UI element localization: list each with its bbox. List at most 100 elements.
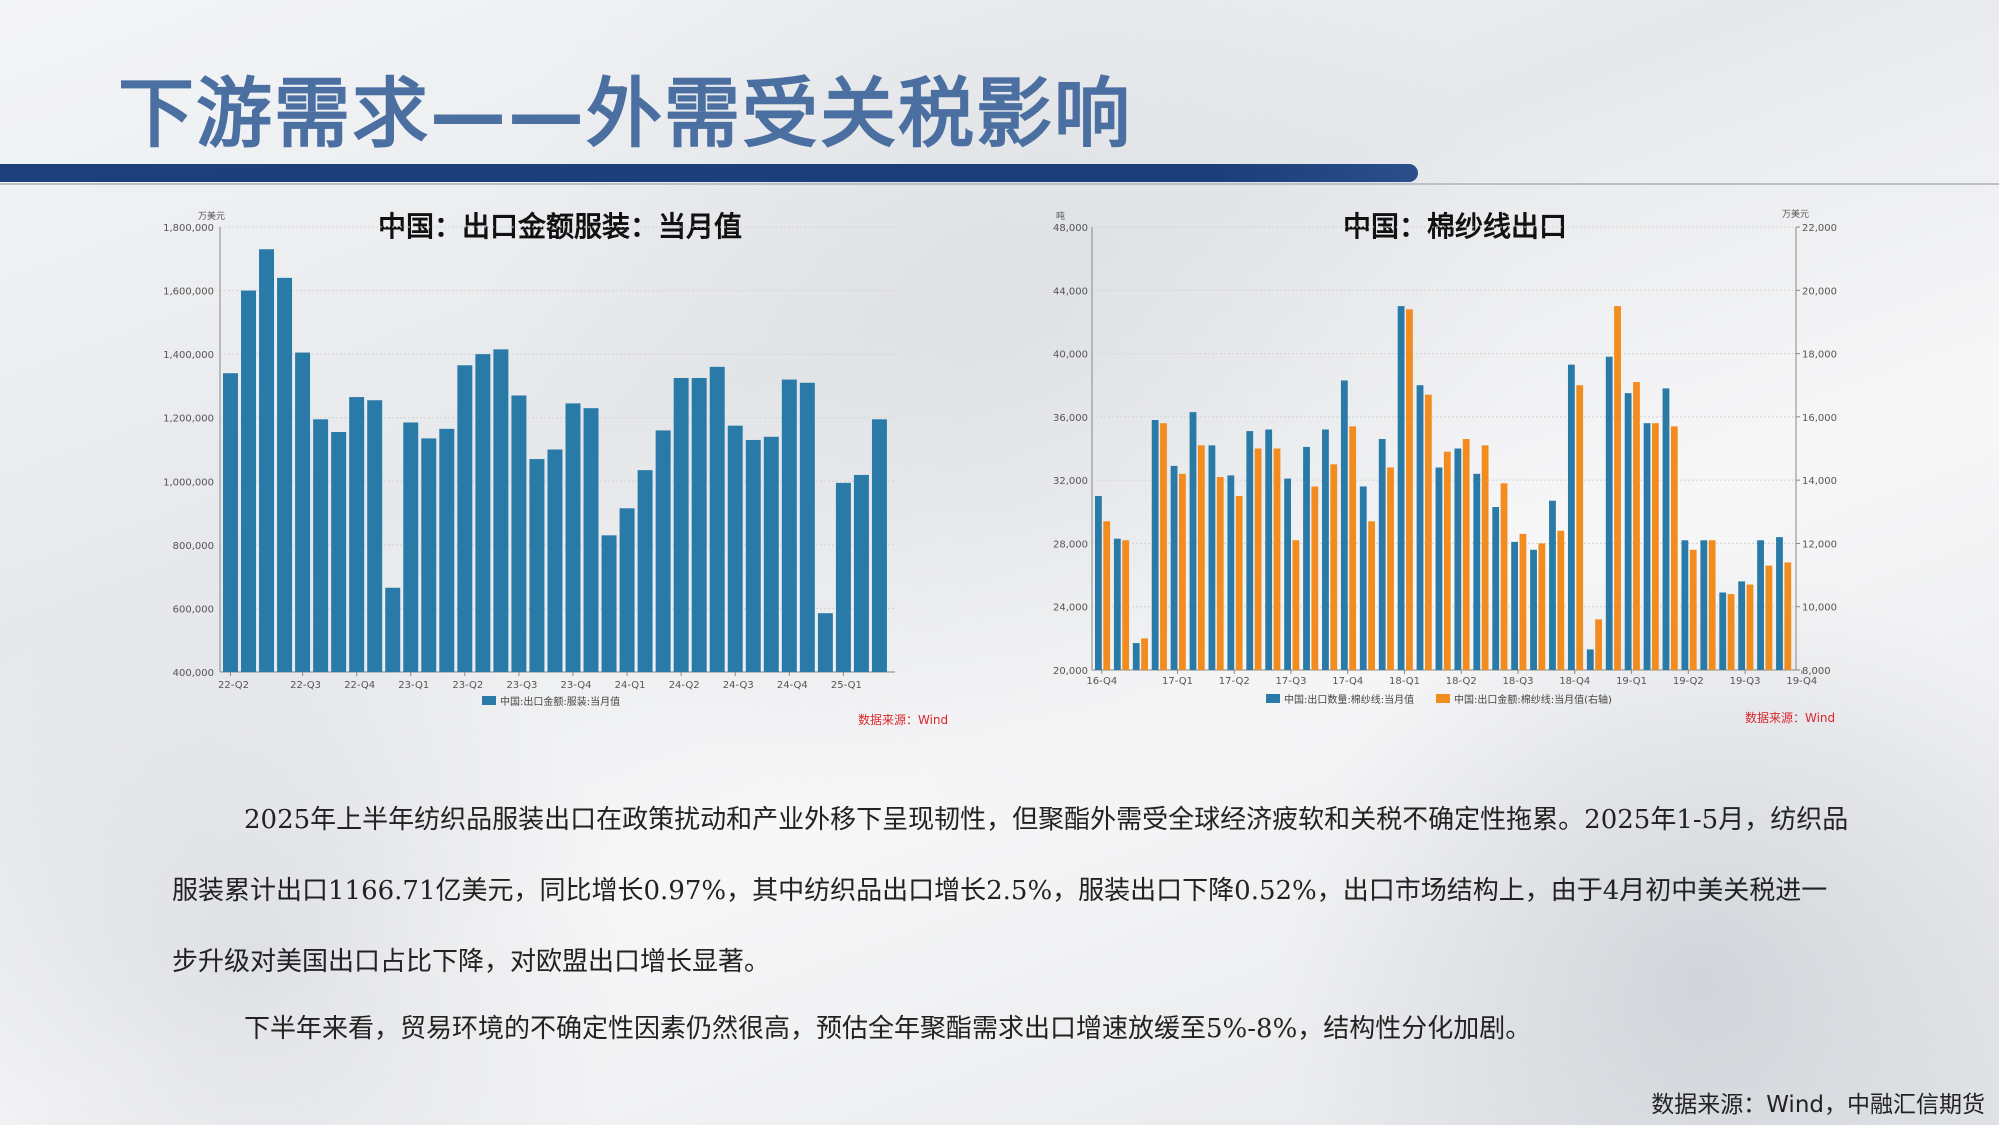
chart-cotton-yarn-exports: 中国：棉纱线出口 48,000 44,000 40,000 36,000 32,000 2… <box>1040 205 1870 735</box>
bar-series-2 <box>1746 584 1754 670</box>
y2-tick-label: 20,000 <box>1802 286 1837 297</box>
bar-series-1 <box>1284 478 1291 670</box>
x-tick-label: 18-Q1 <box>1389 676 1420 687</box>
bar-series-2 <box>1784 562 1792 670</box>
bar-series-1 <box>1454 448 1462 670</box>
bar-series-2 <box>1670 426 1678 670</box>
x-tick-label: 17-Q4 <box>1332 676 1363 687</box>
y2-tick-label: 8,000 <box>1802 666 1831 677</box>
y-tick-label: 1,200,000 <box>163 414 214 425</box>
x-tick-label: 22-Q3 <box>290 680 321 691</box>
y2-tick-label: 14,000 <box>1802 476 1837 487</box>
x-tick-label: 25-Q1 <box>831 680 862 691</box>
x-tick-label: 24-Q2 <box>669 680 700 691</box>
legend-swatch <box>482 696 496 705</box>
bar-series-2 <box>1160 423 1167 670</box>
bar-series-2 <box>1197 445 1205 670</box>
y-tick-label: 20,000 <box>1053 666 1088 677</box>
bar <box>475 354 491 672</box>
x-tick-label: 23-Q1 <box>398 680 429 691</box>
bar <box>601 535 617 672</box>
y2-tick-label: 10,000 <box>1802 603 1837 614</box>
bar-series-1 <box>1719 592 1727 670</box>
bar <box>637 470 653 672</box>
bar <box>295 352 311 672</box>
bar <box>691 377 707 672</box>
x-tick-label: 24-Q4 <box>777 680 808 691</box>
chart-cotton-yarn-exports-svg: 48,000 44,000 40,000 36,000 32,000 28,000 24,0… <box>1053 208 1837 706</box>
bar-series-2 <box>1273 448 1281 670</box>
bar <box>565 403 581 672</box>
bar-series-2 <box>1330 464 1338 670</box>
x-tick-label: 19-Q4 <box>1786 676 1817 687</box>
bar-series-2 <box>1689 549 1697 670</box>
bar <box>781 379 797 672</box>
y2-tick-label: 22,000 <box>1802 223 1837 234</box>
bar-series-1 <box>1113 538 1121 670</box>
bar-series-2 <box>1368 521 1375 670</box>
bar <box>763 436 779 672</box>
bar-series-1 <box>1359 486 1367 670</box>
bar-series-2 <box>1538 543 1546 670</box>
bar <box>853 474 869 672</box>
chart-apparel-exports: 中国：出口金额服装：当月值 1,800,000 1,600,000 1,400,00… <box>150 205 970 735</box>
bar-series-2 <box>1519 533 1527 670</box>
bar-series-2 <box>1141 638 1148 670</box>
bar-series-2 <box>1443 451 1451 670</box>
x-tick-label: 19-Q2 <box>1673 676 1704 687</box>
bar <box>547 449 563 672</box>
bar <box>835 482 851 672</box>
bar-series-1 <box>1757 540 1764 670</box>
x-tick-label: 18-Q4 <box>1559 676 1590 687</box>
chart-source: 数据来源：Wind <box>1745 711 1836 725</box>
paragraph-1: 2025年上半年纺织品服装出口在政策扰动和产业外移下呈现韧性，但聚酯外需受全球经… <box>172 805 1849 977</box>
y-axis-unit-label: 吨 <box>1056 210 1065 222</box>
x-tick-label: 17-Q2 <box>1219 676 1250 687</box>
title-divider <box>0 183 1999 185</box>
legend-label: 中国:出口金额:服装:当月值 <box>500 695 620 708</box>
bar-series-2 <box>1708 540 1716 670</box>
bar <box>871 419 887 672</box>
bar-series-1 <box>1151 420 1159 670</box>
bar-series-2 <box>1614 306 1621 670</box>
x-tick-label: 17-Q1 <box>1162 676 1193 687</box>
bar-series-1 <box>1605 356 1613 670</box>
bar-series-2 <box>1462 439 1470 670</box>
bar-series-2 <box>1406 309 1413 670</box>
bar <box>457 365 473 672</box>
y-tick-label: 48,000 <box>1053 223 1088 234</box>
bar-series-2 <box>1727 594 1735 670</box>
bar-series-1 <box>1246 431 1254 670</box>
bar-series-1 <box>1397 306 1405 670</box>
x-tick-label: 23-Q3 <box>506 680 537 691</box>
bar-series-2 <box>1254 448 1262 670</box>
bar-series-1 <box>1738 581 1746 670</box>
bar <box>277 277 293 672</box>
bar-series-2 <box>1349 426 1357 670</box>
bar-series-1 <box>1265 429 1273 670</box>
bar-series-2 <box>1103 521 1111 670</box>
chart-source: 数据来源：Wind <box>858 713 949 727</box>
bar-series-2 <box>1235 495 1243 670</box>
bar-series-1 <box>1567 364 1575 670</box>
bar-series-1 <box>1322 429 1329 670</box>
bar-series-1 <box>1473 473 1481 670</box>
x-tick-label: 23-Q2 <box>452 680 483 691</box>
bar-series-2 <box>1765 565 1773 670</box>
bar-series-1 <box>1378 439 1386 670</box>
y-tick-label: 32,000 <box>1053 476 1088 487</box>
paragraph-2: 下半年来看，贸易环境的不确定性因素仍然很高，预估全年聚酯需求出口增速放缓至5%-… <box>244 1014 1532 1044</box>
bar-series-2 <box>1292 540 1300 670</box>
legend-label: 中国:出口数量:棉纱线:当月值 <box>1284 693 1414 706</box>
bar-series-1 <box>1227 475 1235 670</box>
chart-apparel-exports-svg: 1,800,000 1,600,000 1,400,000 1,200,000 1,00… <box>163 210 895 708</box>
y-tick-label: 1,800,000 <box>163 223 214 234</box>
bar <box>709 366 725 672</box>
bar <box>619 508 635 672</box>
bar <box>439 428 455 672</box>
bar-series-1 <box>1511 541 1519 670</box>
bar <box>403 422 419 672</box>
title-underline-bar <box>0 164 1418 182</box>
bar-series-2 <box>1424 394 1432 670</box>
bar-series-1 <box>1095 495 1102 670</box>
